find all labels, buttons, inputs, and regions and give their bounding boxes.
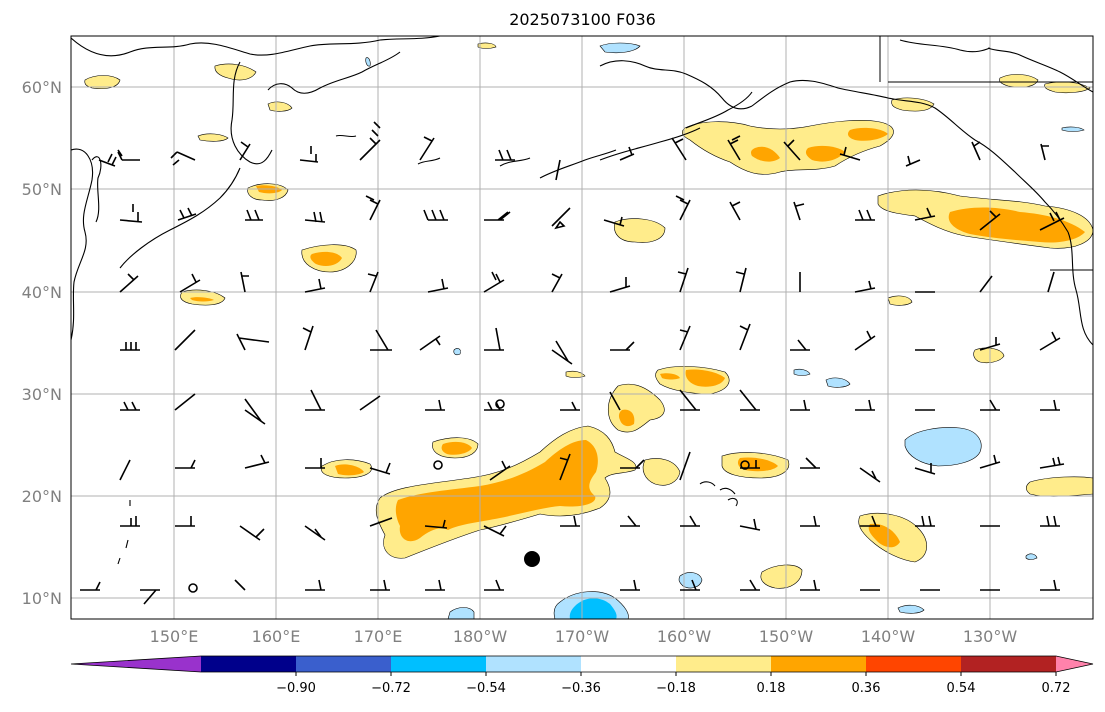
colorbar: −0.90 −0.72 −0.54 −0.36 −0.18 0.18 0.36 0.54 0.7…: [70, 655, 1094, 696]
colorbar-outline: [70, 655, 1094, 673]
lat-labels: 60°N 50°N 40°N 30°N 20°N 10°N: [22, 78, 62, 608]
coastlines: [71, 36, 1093, 565]
lon-label-170w: 170°W: [555, 627, 610, 646]
lon-label-130w: 130°W: [963, 627, 1018, 646]
colorbar-tick-label: 0.72: [1042, 681, 1071, 696]
colorbar-extend-low: [71, 656, 201, 672]
colorbar-tick-label: −0.54: [466, 681, 506, 696]
lat-label-10n: 10°N: [22, 589, 62, 608]
lat-label-40n: 40°N: [22, 283, 62, 302]
lon-label-160e: 160°E: [252, 627, 301, 646]
colorbar-segment: [581, 656, 677, 672]
lon-label-180w: 180°W: [453, 627, 508, 646]
colorbar-tick-label: 0.54: [947, 681, 976, 696]
lon-label-160w: 160°W: [657, 627, 712, 646]
map-title: 2025073100 F036: [509, 10, 656, 29]
colorbar-segment: [771, 656, 867, 672]
colorbar-segment: [201, 656, 297, 672]
colorbar-tick-label: −0.36: [561, 681, 601, 696]
lon-label-150e: 150°E: [150, 627, 199, 646]
lat-label-30n: 30°N: [22, 385, 62, 404]
calm-circles: [188, 399, 750, 593]
colorbar-tick-label: 0.18: [757, 681, 786, 696]
colorbar-tick-label: 0.36: [852, 681, 881, 696]
lon-label-170e: 170°E: [354, 627, 403, 646]
lat-label-60n: 60°N: [22, 78, 62, 97]
lon-labels: 150°E 160°E 170°E 180°W 170°W 160°W 150°…: [150, 627, 1018, 646]
colorbar-segment: [391, 656, 487, 672]
borders: [879, 36, 1093, 271]
lat-label-20n: 20°N: [22, 487, 62, 506]
colorbar-tick-label: −0.72: [371, 681, 411, 696]
map-frame: [70, 35, 1094, 620]
lat-label-50n: 50°N: [22, 180, 62, 199]
colorbar-tick-label: −0.18: [656, 681, 696, 696]
colorbar-extend-high: [1056, 656, 1093, 672]
colorbar-segment: [866, 656, 962, 672]
storm-center-marker: [524, 551, 540, 567]
lon-label-140w: 140°W: [861, 627, 916, 646]
colorbar-segment: [961, 656, 1057, 672]
colorbar-segment: [676, 656, 772, 672]
lon-label-150w: 150°W: [759, 627, 814, 646]
wind-barbs: [80, 121, 1065, 605]
colorbar-segment: [296, 656, 392, 672]
colorbar-segment: [486, 656, 582, 672]
colorbar-tick-label: −0.90: [276, 681, 316, 696]
shading-blue: [569, 598, 617, 619]
